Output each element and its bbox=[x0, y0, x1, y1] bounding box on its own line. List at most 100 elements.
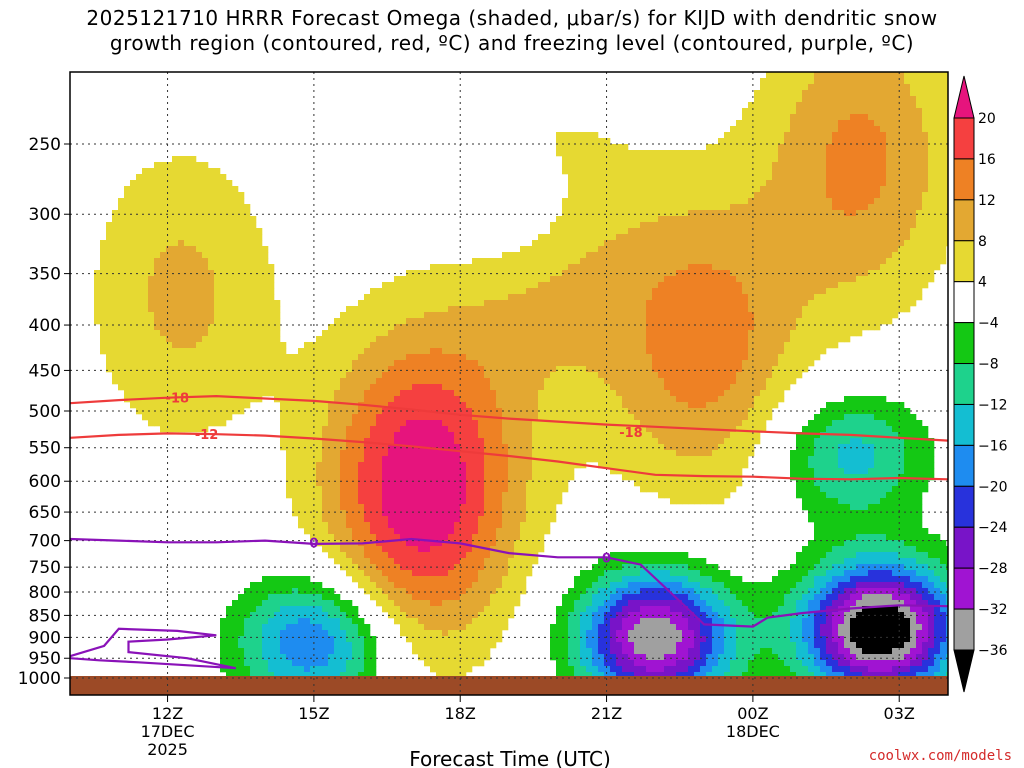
omega-cell bbox=[622, 234, 629, 241]
omega-cell bbox=[538, 372, 545, 379]
omega-cell bbox=[148, 228, 155, 235]
omega-cell bbox=[112, 288, 119, 295]
omega-cell bbox=[190, 216, 197, 223]
omega-cell bbox=[304, 468, 311, 475]
omega-cell bbox=[394, 510, 401, 517]
omega-cell bbox=[262, 630, 269, 637]
omega-cell bbox=[274, 342, 281, 349]
omega-cell bbox=[562, 210, 569, 217]
omega-cell bbox=[112, 264, 119, 271]
omega-cell bbox=[100, 336, 107, 343]
omega-cell bbox=[538, 240, 545, 247]
omega-cell bbox=[526, 294, 533, 301]
omega-cell bbox=[136, 324, 143, 331]
omega-cell bbox=[418, 546, 425, 553]
omega-cell bbox=[502, 432, 509, 439]
omega-cell bbox=[202, 264, 209, 271]
omega-cell bbox=[568, 432, 575, 439]
omega-cell bbox=[610, 366, 617, 373]
omega-cell bbox=[484, 630, 491, 637]
omega-cell bbox=[592, 564, 599, 571]
omega-cell bbox=[172, 396, 179, 403]
omega-cell bbox=[196, 234, 203, 241]
omega-cell bbox=[340, 396, 347, 403]
omega-cell bbox=[508, 480, 515, 487]
omega-cell bbox=[118, 240, 125, 247]
omega-cell bbox=[412, 378, 419, 385]
omega-cell bbox=[106, 360, 113, 367]
omega-cell bbox=[370, 312, 377, 319]
omega-cell bbox=[592, 396, 599, 403]
omega-cell bbox=[532, 378, 539, 385]
omega-cell bbox=[448, 444, 455, 451]
omega-cell bbox=[454, 606, 461, 613]
omega-cell bbox=[370, 582, 377, 589]
omega-cell bbox=[502, 600, 509, 607]
omega-cell bbox=[472, 312, 479, 319]
omega-cell bbox=[586, 222, 593, 229]
omega-cell bbox=[472, 288, 479, 295]
omega-cell bbox=[406, 312, 413, 319]
omega-cell bbox=[472, 654, 479, 661]
omega-cell bbox=[130, 378, 137, 385]
omega-cell bbox=[160, 348, 167, 355]
omega-cell bbox=[484, 474, 491, 481]
omega-cell bbox=[448, 354, 455, 361]
omega-cell bbox=[274, 600, 281, 607]
omega-cell bbox=[574, 372, 581, 379]
omega-cell bbox=[622, 144, 629, 151]
omega-cell bbox=[424, 450, 431, 457]
omega-cell bbox=[514, 510, 521, 517]
omega-cell bbox=[622, 648, 629, 655]
omega-cell bbox=[568, 672, 575, 677]
omega-cell bbox=[124, 360, 131, 367]
omega-cell bbox=[136, 186, 143, 193]
omega-cell bbox=[232, 330, 239, 337]
omega-cell bbox=[604, 360, 611, 367]
omega-cell bbox=[430, 366, 437, 373]
omega-cell bbox=[130, 264, 137, 271]
omega-cell bbox=[346, 426, 353, 433]
omega-cell bbox=[460, 546, 467, 553]
omega-cell bbox=[334, 558, 341, 565]
omega-cell bbox=[562, 378, 569, 385]
omega-cell bbox=[550, 348, 557, 355]
omega-cell bbox=[508, 294, 515, 301]
omega-cell bbox=[304, 600, 311, 607]
omega-cell bbox=[502, 336, 509, 343]
omega-cell bbox=[526, 270, 533, 277]
omega-cell bbox=[610, 612, 617, 619]
omega-cell bbox=[424, 612, 431, 619]
omega-cell bbox=[340, 324, 347, 331]
omega-cell bbox=[574, 432, 581, 439]
omega-cell bbox=[358, 510, 365, 517]
omega-cell bbox=[442, 426, 449, 433]
omega-cell bbox=[154, 180, 161, 187]
omega-cell bbox=[340, 618, 347, 625]
omega-cell bbox=[508, 606, 515, 613]
omega-cell bbox=[520, 462, 527, 469]
omega-cell bbox=[382, 294, 389, 301]
omega-cell bbox=[214, 366, 221, 373]
omega-cell bbox=[130, 306, 137, 313]
omega-cell bbox=[160, 246, 167, 253]
omega-cell bbox=[106, 330, 113, 337]
omega-cell bbox=[562, 252, 569, 259]
omega-cell bbox=[178, 342, 185, 349]
omega-cell bbox=[604, 600, 611, 607]
omega-cell bbox=[214, 198, 221, 205]
chart-title-line-1: 2025121710 HRRR Forecast Omega (shaded, … bbox=[86, 6, 938, 30]
omega-cell bbox=[508, 306, 515, 313]
omega-cell bbox=[178, 330, 185, 337]
omega-cell bbox=[352, 528, 359, 535]
omega-cell bbox=[364, 528, 371, 535]
omega-cell bbox=[604, 414, 611, 421]
omega-cell bbox=[436, 558, 443, 565]
omega-cell bbox=[484, 600, 491, 607]
omega-cell bbox=[358, 462, 365, 469]
omega-cell bbox=[556, 366, 563, 373]
omega-cell bbox=[334, 546, 341, 553]
omega-cell bbox=[574, 444, 581, 451]
omega-cell bbox=[256, 234, 263, 241]
omega-cell bbox=[130, 192, 137, 199]
